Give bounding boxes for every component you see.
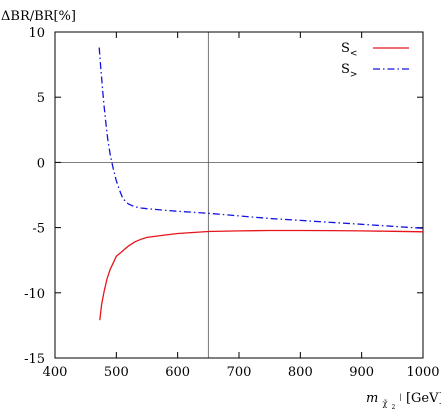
legend-label-0: S< [341,41,357,59]
x-tick-label: 400 [43,365,68,380]
x-axis-title-sup: | [399,393,401,401]
y-tick-label: 10 [28,26,45,41]
x-axis-title-sub2: 2 [391,404,395,409]
x-axis-title-sub: χ̃ [382,399,387,408]
plot-frame [54,31,424,359]
y-axis-title: ΔBR/BR[%] [1,9,76,24]
x-tick-label: 800 [288,365,313,380]
legend-label-1: S> [341,62,357,80]
x-axis-title-unit: [GeV] [406,391,441,406]
x-tick-label: 600 [165,365,190,380]
y-tick-label: 5 [37,91,45,106]
x-axis-title: m χ̃ 2 | [GeV] [366,388,441,409]
y-tick-label: -15 [24,352,45,367]
x-axis-title-main: m [366,391,378,406]
series-line-s-greater [98,47,424,229]
y-tick-label: -5 [32,222,45,237]
legend: S<S> [341,41,409,80]
series-line-s-less [99,229,424,321]
y-tick-label: 0 [37,156,45,171]
x-tick-label: 500 [104,365,129,380]
y-tick-label: -10 [24,287,45,302]
legend-label-main: S [341,41,350,56]
legend-label-sub: > [350,70,358,80]
x-tick-label: 1000 [406,365,439,380]
x-tick-label: 900 [349,365,374,380]
legend-label-sub: < [350,49,358,59]
x-tick-label: 700 [227,365,252,380]
legend-label-main: S [341,62,350,77]
plot-area: 400 500 600 700 800 900 1000 10 5 0 -5 -10 -15 [24,26,439,380]
